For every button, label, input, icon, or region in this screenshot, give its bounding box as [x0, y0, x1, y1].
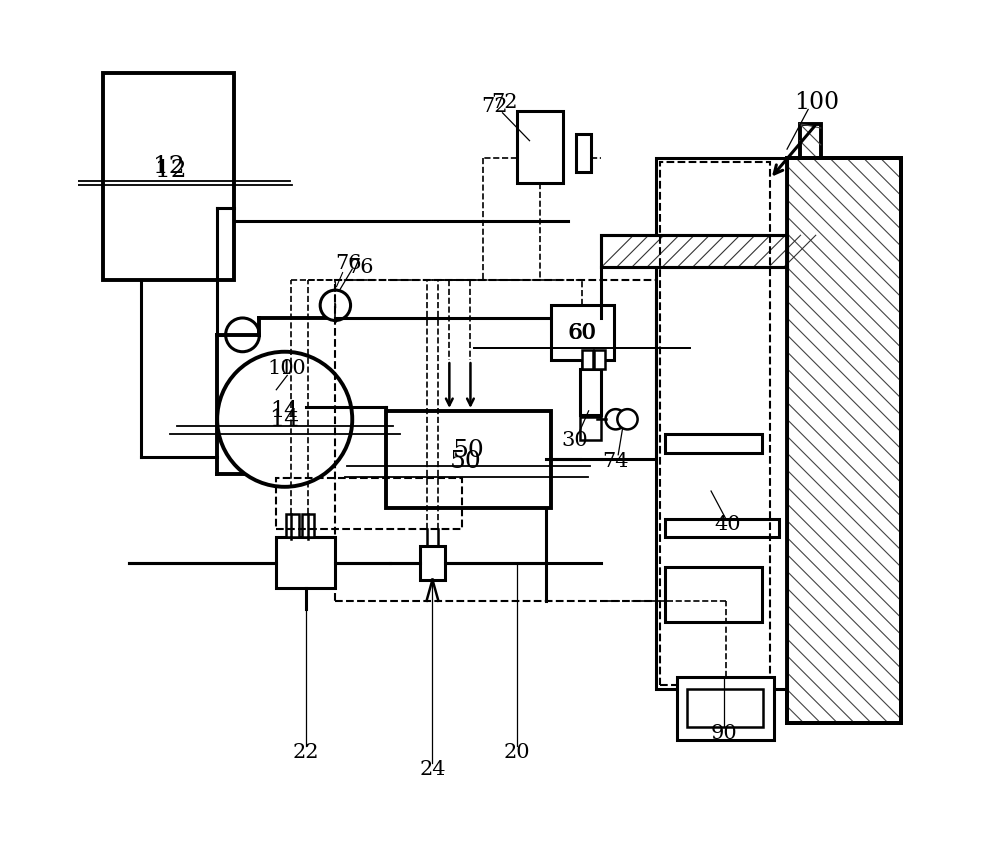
Text: 22: 22 [293, 744, 319, 762]
Bar [601, 235, 787, 268]
Bar [420, 546, 445, 579]
Text: 60: 60 [568, 322, 596, 344]
Text: 72: 72 [491, 93, 517, 112]
Bar [687, 689, 763, 728]
Bar [656, 158, 787, 689]
Text: 90: 90 [710, 724, 737, 743]
Circle shape [320, 291, 351, 320]
Bar [677, 677, 774, 740]
Bar [660, 162, 770, 685]
Bar [787, 158, 901, 723]
Text: 40: 40 [715, 515, 741, 534]
Bar [594, 350, 605, 368]
Bar [787, 158, 901, 723]
Text: 20: 20 [504, 744, 530, 762]
Bar [580, 368, 601, 415]
Bar [276, 479, 462, 529]
Text: 74: 74 [602, 452, 629, 471]
Bar [582, 350, 593, 368]
Bar [517, 111, 563, 183]
Bar [601, 235, 787, 268]
Bar [276, 538, 335, 588]
Circle shape [226, 318, 259, 352]
Text: 50: 50 [450, 450, 482, 473]
Text: 72: 72 [481, 97, 507, 115]
Bar [576, 134, 591, 172]
Text: 76: 76 [335, 253, 361, 273]
Bar [665, 567, 762, 622]
Text: 12: 12 [155, 158, 187, 182]
Text: 10: 10 [280, 359, 307, 378]
Bar [286, 514, 299, 538]
Circle shape [217, 352, 352, 487]
Circle shape [606, 409, 626, 429]
Text: 14: 14 [271, 400, 299, 422]
Text: 12: 12 [153, 155, 184, 178]
Text: 14: 14 [270, 407, 300, 431]
Bar [800, 124, 821, 158]
Bar [665, 519, 779, 538]
Bar [103, 73, 234, 280]
Bar [580, 417, 601, 440]
Bar [665, 435, 762, 453]
Text: 30: 30 [561, 431, 588, 450]
Bar [551, 305, 614, 360]
Text: 10: 10 [267, 359, 294, 378]
Text: 60: 60 [568, 322, 596, 344]
Text: 76: 76 [347, 257, 374, 277]
Bar [302, 514, 314, 538]
Circle shape [617, 409, 638, 429]
Text: 100: 100 [794, 91, 839, 114]
Bar [386, 411, 551, 508]
Bar [335, 280, 686, 601]
Text: 50: 50 [452, 440, 484, 462]
Text: 24: 24 [419, 760, 446, 779]
